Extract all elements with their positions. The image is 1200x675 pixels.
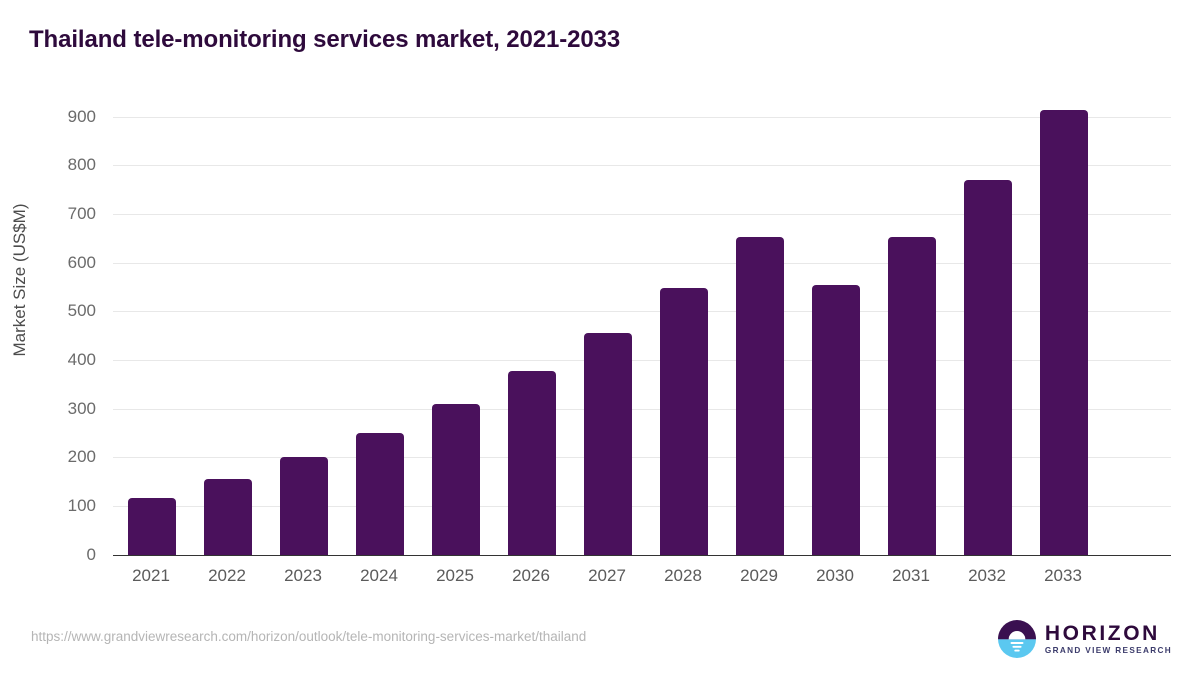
y-axis-tick-label: 300	[67, 398, 96, 418]
y-axis-tick-label: 600	[67, 252, 96, 272]
horizon-logo-text: HORIZON GRAND VIEW RESEARCH	[1045, 623, 1172, 655]
x-axis-tick-label: 2029	[740, 566, 778, 585]
bar-group[interactable]	[873, 110, 949, 556]
bar-group[interactable]	[1025, 109, 1101, 556]
x-axis-tick-label: 2033	[1044, 566, 1082, 585]
bar[interactable]	[964, 179, 1012, 556]
y-axis-tick-label: 900	[67, 106, 96, 126]
x-axis-tick-label: 2024	[360, 566, 398, 585]
y-axis-tick-label: 0	[86, 544, 96, 564]
bar[interactable]	[432, 404, 480, 556]
bar-group[interactable]	[797, 110, 873, 556]
y-axis-tick-label: 500	[67, 301, 96, 321]
bar[interactable]	[1040, 109, 1088, 556]
bar[interactable]	[660, 287, 708, 556]
bar-group[interactable]	[341, 110, 417, 556]
x-axis-tick-label: 2023	[284, 566, 322, 585]
bar-group[interactable]	[949, 110, 1025, 556]
bar-group[interactable]	[113, 110, 189, 556]
bar-group[interactable]	[189, 110, 265, 556]
bar[interactable]	[128, 498, 176, 556]
bar-series	[113, 109, 1171, 556]
y-axis-tick-labels: 0 100 200 300 400 500 600 700 800 900	[0, 106, 107, 564]
y-axis-tick-label: 800	[67, 155, 96, 175]
x-axis-tick-label: 2021	[132, 566, 170, 585]
x-axis-tick-label: 2028	[664, 566, 702, 585]
x-axis-tick-label: 2031	[892, 566, 930, 585]
bar[interactable]	[280, 457, 328, 556]
y-axis-tick-label: 100	[67, 495, 96, 515]
horizon-logo: HORIZON GRAND VIEW RESEARCH	[997, 618, 1172, 660]
x-axis-tick-label: 2030	[816, 566, 854, 585]
y-axis-tick-label: 200	[67, 447, 96, 467]
x-axis-tick-label: 2027	[588, 566, 626, 585]
bar-group[interactable]	[645, 110, 721, 556]
x-axis-tick-labels: 2021 2022 2023 2024 2025 2026 2027 2028 2029 2030…	[113, 566, 1171, 594]
bar[interactable]	[736, 237, 784, 556]
x-axis-tick-label: 2022	[208, 566, 246, 585]
bar[interactable]	[204, 479, 252, 556]
logo-tagline: GRAND VIEW RESEARCH	[1044, 645, 1172, 655]
x-axis-tick-label: 2025	[436, 566, 474, 585]
bar[interactable]	[508, 371, 556, 556]
bar[interactable]	[812, 285, 860, 556]
horizon-logo-icon	[997, 620, 1036, 658]
bar[interactable]	[584, 333, 632, 556]
x-axis-tick-label: 2032	[968, 566, 1006, 585]
bar-group[interactable]	[569, 110, 645, 556]
y-axis-tick-label: 400	[67, 349, 96, 369]
y-axis-tick-label: 700	[67, 203, 96, 223]
page-title: Thailand tele-monitoring services market…	[29, 26, 621, 53]
source-url[interactable]: https://www.grandviewresearch.com/horizo…	[31, 629, 587, 644]
bar[interactable]	[888, 237, 936, 556]
x-axis-line	[113, 554, 1171, 556]
logo-wordmark: HORIZON	[1044, 621, 1160, 645]
bar-group[interactable]	[417, 110, 493, 556]
plot-area	[113, 109, 1171, 556]
bar-group[interactable]	[265, 110, 341, 556]
bar-group[interactable]	[721, 110, 797, 556]
bar[interactable]	[356, 432, 404, 556]
bar-group[interactable]	[493, 110, 569, 556]
x-axis-tick-label: 2026	[512, 566, 550, 585]
